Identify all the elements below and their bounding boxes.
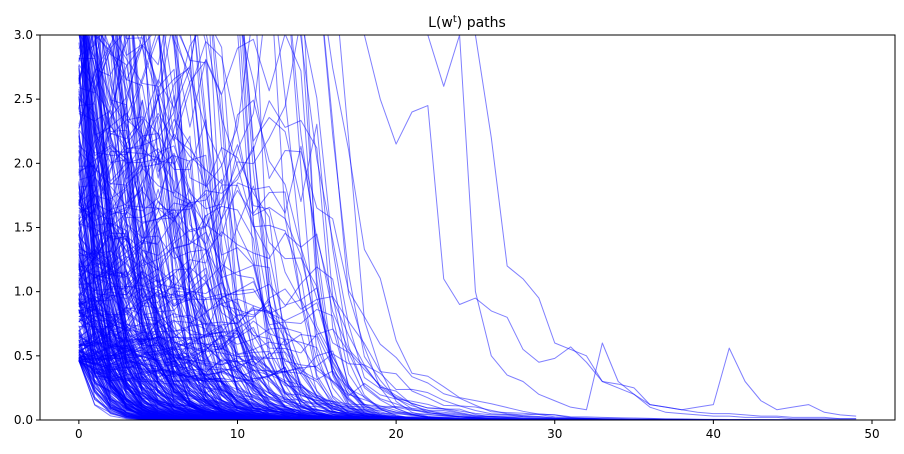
loss-path <box>78 205 857 420</box>
x-tick-label: 20 <box>388 427 403 441</box>
x-tick-label: 40 <box>706 427 721 441</box>
y-tick-label: 1.5 <box>14 221 33 235</box>
chart-title: L(wt) paths <box>428 14 506 31</box>
loss-path <box>78 305 857 420</box>
y-axis-ticks: 0.0 0.5 1.0 1.5 2.0 2.5 3.0 <box>14 28 40 427</box>
y-tick-label: 2.5 <box>14 92 33 106</box>
loss-path <box>78 178 857 420</box>
loss-path <box>78 35 857 420</box>
loss-path <box>86 35 857 420</box>
loss-path <box>78 227 857 420</box>
loss-path <box>78 35 857 420</box>
loss-path <box>78 264 857 420</box>
loss-path <box>171 35 857 420</box>
loss-path <box>78 356 857 420</box>
chart-title-superscript: t <box>453 14 457 25</box>
x-tick-label: 50 <box>864 427 879 441</box>
loss-path <box>78 125 857 420</box>
loss-path <box>174 35 857 420</box>
loss-path <box>78 42 857 420</box>
loss-path <box>158 35 857 420</box>
loss-path <box>78 35 857 420</box>
loss-path <box>78 145 857 420</box>
x-tick-label: 10 <box>230 427 245 441</box>
loss-path <box>78 185 857 420</box>
y-tick-label: 1.0 <box>14 285 33 299</box>
x-axis-ticks: 0 10 20 30 40 50 <box>75 420 880 441</box>
y-tick-label: 2.0 <box>14 156 33 170</box>
loss-path <box>78 35 857 420</box>
loss-path <box>81 35 857 420</box>
loss-path <box>78 168 857 420</box>
loss-path <box>78 60 857 420</box>
loss-path <box>78 322 857 420</box>
loss-path <box>78 276 857 420</box>
loss-path <box>78 35 857 420</box>
loss-path <box>78 44 857 420</box>
loss-path <box>78 207 857 420</box>
loss-path <box>78 163 857 420</box>
loss-path <box>78 195 857 420</box>
loss-path <box>78 326 857 420</box>
loss-path <box>147 35 857 420</box>
y-tick-label: 0.5 <box>14 349 33 363</box>
loss-path <box>78 264 857 420</box>
loss-path <box>78 283 857 420</box>
loss-path <box>78 35 857 420</box>
loss-path <box>94 35 857 420</box>
loss-path <box>133 35 857 420</box>
loss-path <box>78 338 857 420</box>
loss-path <box>78 35 857 420</box>
y-tick-label: 0.0 <box>14 413 33 427</box>
x-tick-label: 0 <box>75 427 83 441</box>
loss-path <box>78 35 857 417</box>
y-tick-label: 3.0 <box>14 28 33 42</box>
loss-path <box>78 203 857 420</box>
loss-path <box>78 344 857 420</box>
loss-path <box>78 319 857 420</box>
loss-path <box>78 42 857 420</box>
loss-path <box>79 35 857 420</box>
loss-path <box>78 287 857 420</box>
loss-path <box>78 151 857 420</box>
loss-path <box>197 35 857 420</box>
loss-path <box>78 305 857 420</box>
x-tick-label: 30 <box>547 427 562 441</box>
loss-path <box>78 98 857 420</box>
loss-path <box>173 35 857 420</box>
